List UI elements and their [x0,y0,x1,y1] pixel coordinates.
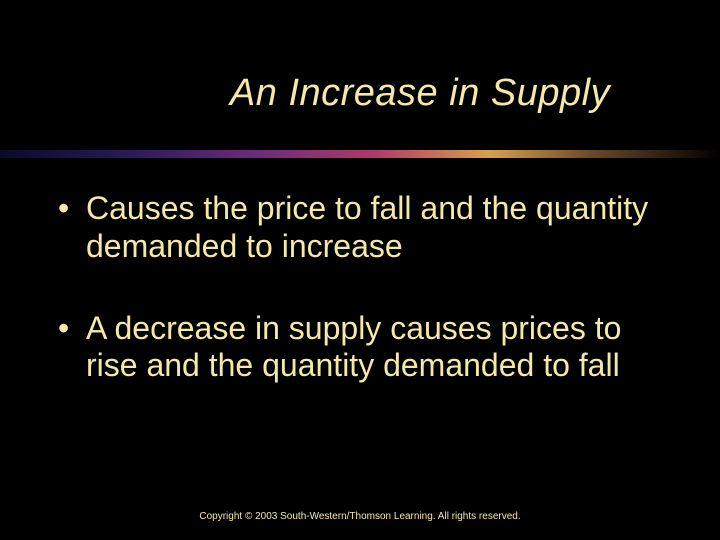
bullet-item: • Causes the price to fall and the quant… [58,190,660,266]
copyright-footer: Copyright © 2003 South-Western/Thomson L… [0,511,720,522]
divider-gradient [0,150,720,158]
slide-title: An Increase in Supply [0,0,720,115]
bullet-text: Causes the price to fall and the quantit… [86,190,660,266]
slide: An Increase in Supply • Causes the price… [0,0,720,540]
bullet-marker: • [58,190,86,227]
divider-bar [0,150,720,160]
bullet-item: • A decrease in supply causes prices to … [58,310,660,386]
slide-body: • Causes the price to fall and the quant… [58,190,660,429]
bullet-text: A decrease in supply causes prices to ri… [86,310,660,386]
bullet-marker: • [58,310,86,347]
